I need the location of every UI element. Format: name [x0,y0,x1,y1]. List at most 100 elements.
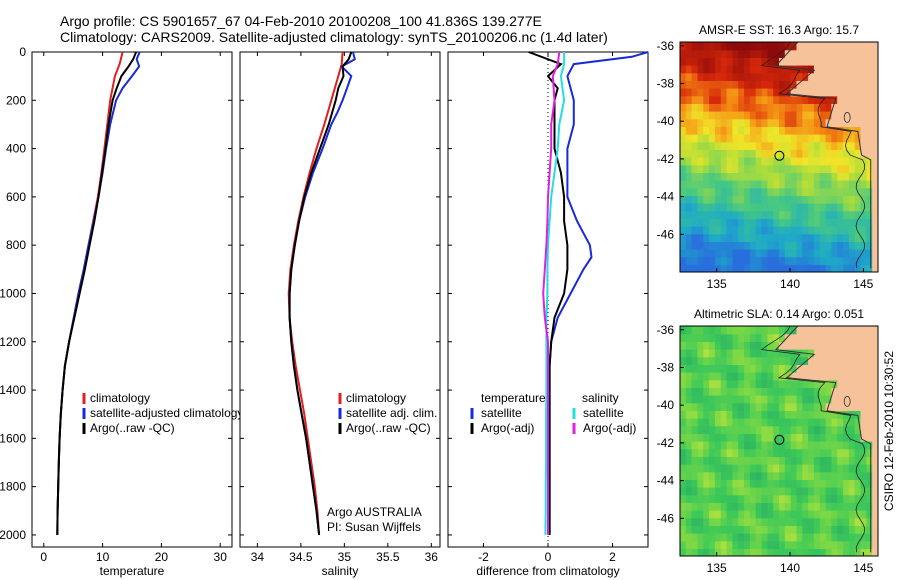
map-cell [808,410,815,419]
map-cell [685,187,693,196]
map-cell [854,395,862,404]
map-cell [808,187,815,196]
map-cell [831,410,838,419]
map-cell [732,418,739,427]
map-cell [819,418,827,427]
map-cell [819,479,827,488]
map-cell [779,379,786,388]
map-cell [784,164,792,173]
map-cell [726,433,733,442]
map-cell [767,80,774,89]
map-cell [761,210,768,219]
map-cell [755,364,763,373]
map-cell [802,42,809,51]
map-cell [697,487,704,496]
map-cell [773,372,780,381]
map-cell [872,103,878,112]
map-cell [796,172,803,181]
map-cell [808,433,815,442]
map-cell [697,210,704,219]
map-cell [749,333,757,342]
map-cell [732,249,739,258]
map-cell [819,264,827,272]
map-cell [755,42,763,51]
map-cell [726,402,733,411]
map-cell [685,226,693,235]
map-cell [872,164,878,173]
map-cell [773,533,780,542]
map-cell [755,103,763,112]
map-cell [773,57,780,66]
map-cell [714,471,722,480]
map-cell [749,395,757,404]
map-cell [691,364,698,373]
map-cell [691,517,698,526]
map-cell [697,448,704,457]
map-cell [732,349,739,358]
map-cell [790,187,797,196]
map-cell [848,379,856,388]
map-cell [813,195,821,204]
map-content [680,326,878,556]
map-cell [819,88,827,97]
map-cell [831,118,838,127]
map-cell [854,494,862,503]
map-cell [779,80,786,89]
map-cell [813,141,821,150]
map-cell [749,264,757,272]
map-cell [703,111,710,120]
map-cell [860,379,867,388]
map-cell [755,471,763,480]
map-cell [784,187,792,196]
map-cell [872,456,878,465]
map-cell [732,487,739,496]
map-cell [685,256,693,265]
map-cell [790,510,797,519]
map-cell [796,42,803,51]
map-cell [808,157,815,166]
map-cell [714,264,722,272]
map-cell [819,164,827,173]
map-cell [796,49,803,58]
map-cell [779,448,786,457]
x-tick-label: 34 [251,550,265,564]
map-cell [808,88,815,97]
map-cell [843,402,850,411]
map-cell [843,387,850,396]
map-cell [831,395,838,404]
map-cell [738,134,745,143]
map-cell [680,441,687,450]
map-cell [749,387,757,396]
map-cell [872,402,878,411]
map-cell [802,517,809,526]
map-cell [714,172,722,181]
map-cell [848,548,856,556]
map-cell [866,387,873,396]
map-cell [854,49,862,58]
map-cell [796,249,803,258]
map-cell [854,456,862,465]
map-cell [726,510,733,519]
map-cell [691,134,698,143]
map-cell [779,425,786,434]
map-cell [703,433,710,442]
map-cell [831,425,838,434]
map-cell [872,218,878,227]
map-cell [854,349,862,358]
map-cell [802,126,809,135]
map-cell [726,533,733,542]
map-cell [837,210,844,219]
map-cell [761,65,768,74]
x-tick-label: 135 [707,277,727,291]
map-cell [726,379,733,388]
map-cell [726,118,733,127]
map-cell [819,118,827,127]
map-cell [848,226,856,235]
map-cell [779,172,786,181]
map-cell [714,402,722,411]
map-cell [738,80,745,89]
map-cell [685,402,693,411]
map-cell [837,395,844,404]
map-cell [773,333,780,342]
